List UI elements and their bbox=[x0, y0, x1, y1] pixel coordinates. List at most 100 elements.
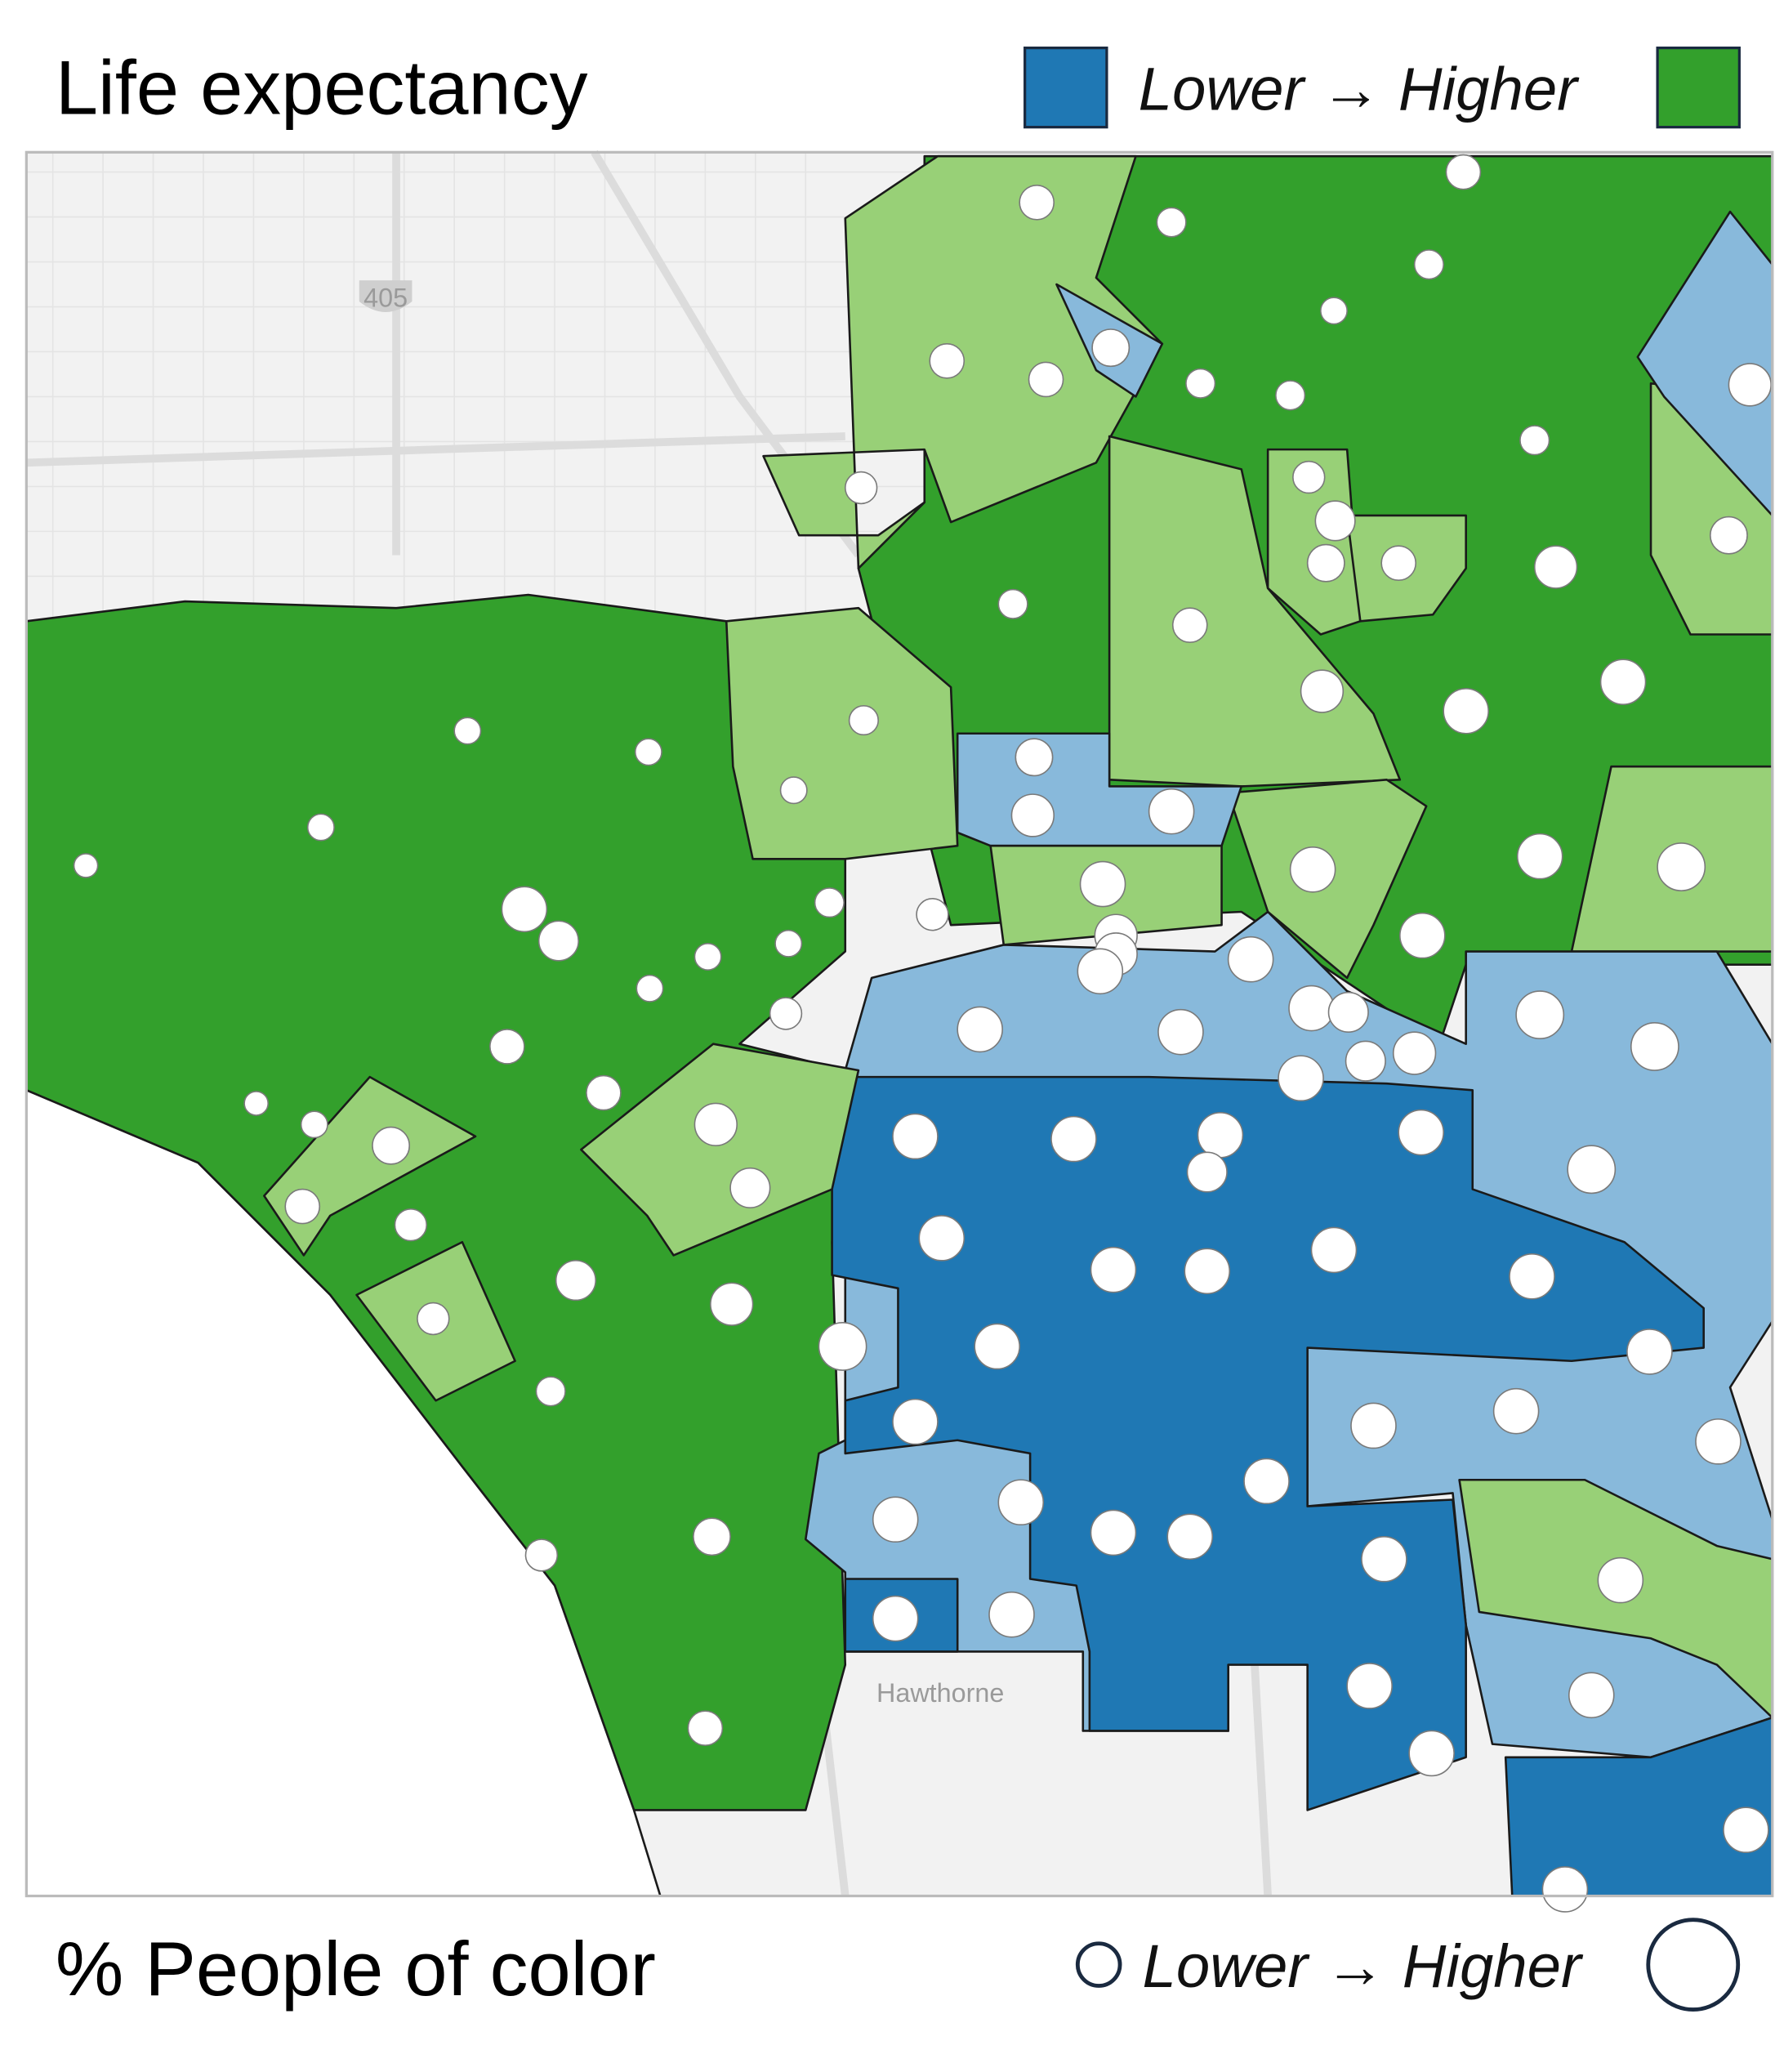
population-circle bbox=[1306, 543, 1345, 583]
population-circle bbox=[489, 1029, 525, 1065]
population-circle bbox=[892, 1113, 939, 1160]
population-circle bbox=[687, 1710, 724, 1747]
population-circle bbox=[779, 776, 808, 805]
population-circle bbox=[1568, 1672, 1615, 1719]
population-circle bbox=[1516, 833, 1563, 880]
population-circle bbox=[636, 974, 664, 1003]
population-circle bbox=[586, 1074, 622, 1111]
population-circle bbox=[872, 1595, 919, 1642]
population-circle bbox=[1709, 516, 1748, 555]
population-circle bbox=[1626, 1328, 1673, 1375]
footer-title: % People of color bbox=[56, 1926, 656, 2012]
population-circle bbox=[892, 1398, 939, 1445]
population-circle bbox=[1399, 912, 1446, 959]
population-circle bbox=[1657, 842, 1706, 891]
population-circle bbox=[1346, 1663, 1393, 1709]
map-title: Life expectancy bbox=[56, 44, 588, 130]
region bbox=[811, 1075, 1705, 1811]
population-circle bbox=[1509, 1253, 1555, 1300]
population-circle bbox=[1398, 1109, 1444, 1156]
population-circle bbox=[1413, 249, 1444, 280]
legend-circle-small bbox=[1075, 1941, 1122, 1988]
population-circle bbox=[1227, 936, 1274, 983]
population-circle bbox=[693, 1102, 738, 1147]
population-circle bbox=[1289, 846, 1336, 893]
population-circle bbox=[1361, 1535, 1407, 1583]
population-circle bbox=[774, 929, 803, 958]
population-circle bbox=[1533, 545, 1578, 589]
population-circle bbox=[1597, 1556, 1644, 1604]
population-circle bbox=[1320, 297, 1348, 325]
population-circle bbox=[1445, 154, 1482, 190]
population-circle bbox=[1079, 860, 1126, 908]
legend-label: Lower → Higher bbox=[1139, 56, 1580, 123]
population-circle bbox=[1278, 1055, 1324, 1102]
population-circle bbox=[997, 1479, 1045, 1526]
population-circle bbox=[1156, 207, 1187, 238]
population-circle bbox=[1567, 1145, 1617, 1195]
population-circle bbox=[1171, 607, 1208, 643]
population-circle bbox=[1186, 1151, 1228, 1193]
population-circle bbox=[1541, 1866, 1589, 1913]
population-circle bbox=[1275, 380, 1306, 411]
population-circle bbox=[814, 887, 845, 918]
population-circle bbox=[1443, 687, 1489, 735]
population-circle bbox=[300, 1110, 328, 1139]
population-circle bbox=[1519, 425, 1550, 456]
population-circle bbox=[872, 1496, 919, 1543]
population-circle bbox=[1166, 1513, 1214, 1561]
population-circle bbox=[1028, 361, 1064, 398]
population-circle bbox=[1019, 184, 1055, 221]
population-circle bbox=[1015, 738, 1054, 777]
population-circle bbox=[1010, 793, 1055, 837]
population-circle bbox=[243, 1091, 270, 1116]
population-circle bbox=[1091, 328, 1131, 368]
population-circle bbox=[693, 1517, 731, 1556]
population-circle bbox=[1090, 1509, 1137, 1556]
population-circle bbox=[306, 813, 335, 842]
population-circle bbox=[1408, 1730, 1455, 1777]
legend-swatch-high bbox=[1656, 47, 1741, 129]
population-circle bbox=[1050, 1115, 1097, 1163]
population-circle bbox=[1630, 1022, 1679, 1071]
population-circle bbox=[1380, 545, 1417, 582]
population-circle bbox=[957, 1006, 1003, 1053]
population-circle bbox=[769, 997, 803, 1030]
population-circle bbox=[394, 1208, 428, 1242]
population-circle bbox=[848, 704, 879, 736]
population-circle bbox=[1492, 1387, 1540, 1435]
population-circle bbox=[1599, 659, 1647, 705]
region bbox=[1266, 448, 1362, 636]
population-circle bbox=[916, 898, 949, 931]
population-circle bbox=[535, 1376, 566, 1407]
population-circle bbox=[974, 1323, 1020, 1370]
population-circle bbox=[929, 342, 966, 379]
population-circle bbox=[1197, 1111, 1244, 1159]
population-circle bbox=[555, 1260, 596, 1302]
population-circle bbox=[501, 886, 548, 933]
population-circle bbox=[1243, 1458, 1290, 1505]
population-circle bbox=[524, 1538, 559, 1572]
map-label: Hawthorne bbox=[876, 1678, 1004, 1708]
population-circle bbox=[1077, 948, 1124, 995]
population-circle bbox=[1148, 788, 1195, 835]
population-circle bbox=[372, 1126, 411, 1165]
population-circle bbox=[1327, 991, 1369, 1033]
population-circle bbox=[997, 588, 1028, 619]
population-circle bbox=[1292, 460, 1326, 494]
map-frame bbox=[25, 150, 1774, 1898]
region bbox=[580, 1043, 860, 1257]
population-circle bbox=[818, 1322, 867, 1371]
population-circle bbox=[1728, 363, 1772, 407]
legend-label: Lower → Higher bbox=[1143, 1932, 1584, 2000]
population-circle bbox=[1090, 1246, 1137, 1293]
population-circle bbox=[1723, 1806, 1769, 1854]
freeway-shield bbox=[359, 280, 413, 312]
population-circle bbox=[844, 471, 878, 505]
population-circle bbox=[1350, 1402, 1397, 1449]
population-circle bbox=[1185, 368, 1216, 399]
map-label: 405 bbox=[363, 284, 408, 313]
population-circle bbox=[1314, 500, 1356, 542]
population-circle bbox=[918, 1215, 966, 1262]
